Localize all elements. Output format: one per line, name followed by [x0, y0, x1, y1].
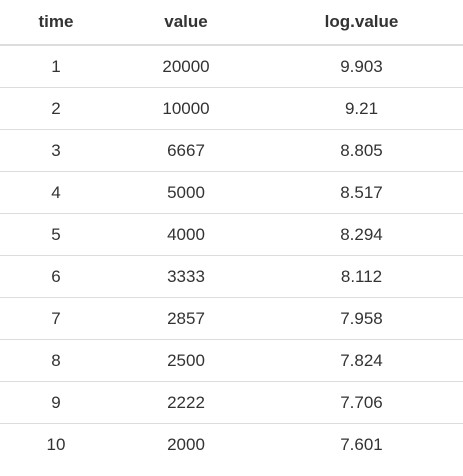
cell-log-value: 7.601	[260, 423, 463, 465]
header-row: time value log.value	[0, 0, 463, 46]
cell-value: 2222	[112, 381, 260, 424]
column-header-time: time	[0, 0, 112, 46]
cell-log-value: 7.706	[260, 381, 463, 424]
table-row: 9 2222 7.706	[0, 381, 463, 424]
cell-value: 5000	[112, 171, 260, 214]
table-row: 10 2000 7.601	[0, 423, 463, 465]
table-row: 4 5000 8.517	[0, 171, 463, 214]
table-row: 2 10000 9.21	[0, 87, 463, 130]
column-header-log-value: log.value	[260, 0, 463, 46]
cell-log-value: 7.824	[260, 339, 463, 382]
cell-time: 3	[0, 129, 112, 172]
cell-value: 2000	[112, 423, 260, 465]
cell-time: 5	[0, 213, 112, 256]
cell-time: 4	[0, 171, 112, 214]
table-row: 1 20000 9.903	[0, 45, 463, 88]
table-row: 3 6667 8.805	[0, 129, 463, 172]
cell-value: 2500	[112, 339, 260, 382]
table-body: 1 20000 9.903 2 10000 9.21 3 6667 8.805 …	[0, 45, 463, 465]
cell-time: 7	[0, 297, 112, 340]
cell-value: 2857	[112, 297, 260, 340]
cell-value: 4000	[112, 213, 260, 256]
cell-value: 10000	[112, 87, 260, 130]
table-row: 5 4000 8.294	[0, 213, 463, 256]
cell-log-value: 8.805	[260, 129, 463, 172]
cell-time: 6	[0, 255, 112, 298]
cell-log-value: 8.294	[260, 213, 463, 256]
cell-log-value: 8.517	[260, 171, 463, 214]
cell-log-value: 9.21	[260, 87, 463, 130]
cell-value: 20000	[162, 56, 210, 76]
cell-value: 3333	[112, 255, 260, 298]
cell-value: 6667	[112, 129, 260, 172]
cell-time: 10	[0, 423, 112, 465]
cell-log-value: 7.958	[260, 297, 463, 340]
table-row: 6 3333 8.112	[0, 255, 463, 298]
cell-log-value: 9.903	[340, 56, 383, 76]
table-row: 8 2500 7.824	[0, 339, 463, 382]
cell-time: 9	[0, 381, 112, 424]
table-row: 7 2857 7.958	[0, 297, 463, 340]
column-header-value: value	[112, 0, 260, 46]
cell-log-value: 8.112	[260, 255, 463, 298]
cell-time: 1	[51, 56, 61, 76]
cell-time: 8	[0, 339, 112, 382]
data-table: time value log.value 1 20000 9.903 2 100…	[0, 0, 463, 465]
cell-time: 2	[0, 87, 112, 130]
table-header: time value log.value	[0, 0, 463, 46]
